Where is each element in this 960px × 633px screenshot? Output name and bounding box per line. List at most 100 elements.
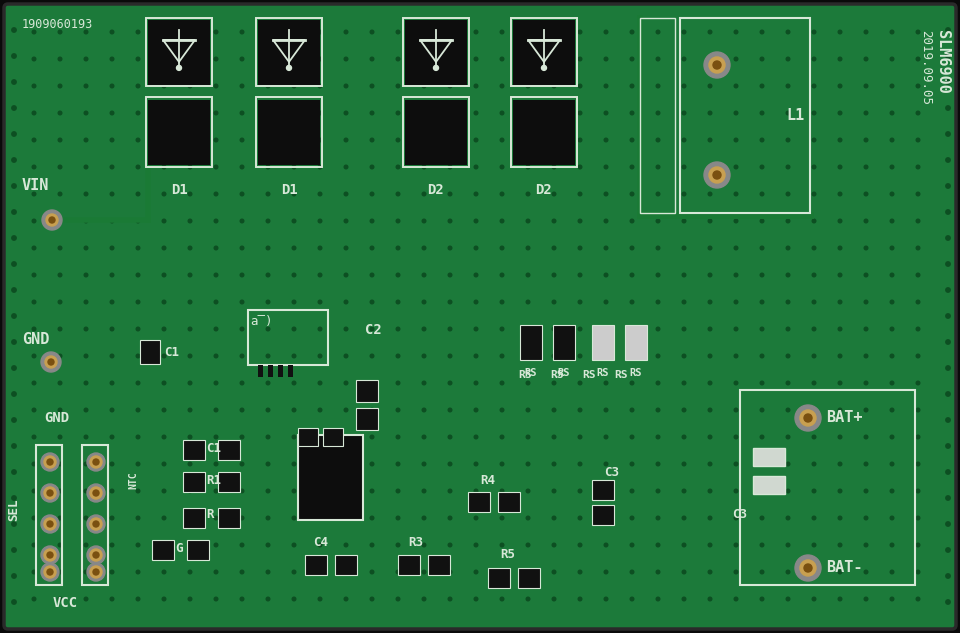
Circle shape	[500, 219, 504, 223]
Circle shape	[266, 354, 270, 358]
Circle shape	[345, 219, 348, 223]
Circle shape	[630, 219, 634, 223]
Bar	[248, 310, 328, 365]
Circle shape	[318, 381, 322, 385]
Circle shape	[552, 219, 556, 223]
Circle shape	[448, 436, 452, 439]
Circle shape	[838, 111, 842, 115]
Circle shape	[604, 246, 608, 250]
Circle shape	[890, 111, 894, 115]
Circle shape	[552, 300, 556, 304]
Circle shape	[552, 273, 556, 277]
Circle shape	[448, 462, 452, 466]
Circle shape	[240, 381, 244, 385]
Circle shape	[683, 300, 685, 304]
Circle shape	[812, 436, 816, 439]
Circle shape	[188, 165, 192, 169]
Circle shape	[93, 521, 99, 527]
Circle shape	[162, 462, 166, 466]
Circle shape	[240, 273, 244, 277]
Circle shape	[786, 30, 790, 34]
Circle shape	[708, 597, 711, 601]
Circle shape	[136, 489, 140, 493]
Circle shape	[448, 597, 452, 601]
Circle shape	[136, 354, 140, 358]
Circle shape	[422, 543, 426, 547]
Circle shape	[786, 516, 790, 520]
Circle shape	[162, 597, 166, 601]
Circle shape	[345, 84, 348, 88]
Circle shape	[371, 57, 373, 61]
Circle shape	[552, 570, 556, 573]
Circle shape	[214, 165, 218, 169]
Circle shape	[214, 219, 218, 223]
Circle shape	[552, 462, 556, 466]
Circle shape	[683, 273, 685, 277]
Circle shape	[240, 462, 244, 466]
Circle shape	[500, 570, 504, 573]
Circle shape	[33, 219, 36, 223]
Circle shape	[630, 516, 634, 520]
Circle shape	[162, 219, 166, 223]
Circle shape	[760, 192, 764, 196]
Circle shape	[240, 516, 244, 520]
Circle shape	[188, 327, 192, 331]
Circle shape	[136, 165, 140, 169]
Circle shape	[396, 111, 399, 115]
Circle shape	[474, 300, 478, 304]
Circle shape	[188, 516, 192, 520]
Circle shape	[890, 354, 894, 358]
Circle shape	[812, 327, 816, 331]
Circle shape	[709, 57, 725, 73]
Circle shape	[630, 327, 634, 331]
Circle shape	[500, 381, 504, 385]
Circle shape	[864, 597, 868, 601]
Circle shape	[760, 327, 764, 331]
Circle shape	[448, 30, 452, 34]
Bar	[468, 492, 490, 512]
Text: R: R	[206, 508, 213, 522]
Circle shape	[786, 597, 790, 601]
Bar	[740, 390, 915, 585]
Circle shape	[162, 138, 166, 142]
Bar	[183, 440, 205, 460]
Circle shape	[214, 516, 218, 520]
Circle shape	[946, 80, 950, 84]
Circle shape	[812, 489, 816, 493]
Circle shape	[214, 381, 218, 385]
Circle shape	[266, 408, 270, 412]
Circle shape	[708, 408, 711, 412]
Circle shape	[110, 111, 114, 115]
Circle shape	[474, 84, 478, 88]
Circle shape	[630, 408, 634, 412]
Circle shape	[474, 165, 478, 169]
Circle shape	[916, 246, 920, 250]
Circle shape	[734, 165, 738, 169]
Circle shape	[292, 597, 296, 601]
Text: VIN: VIN	[22, 177, 49, 192]
Circle shape	[734, 570, 738, 573]
Circle shape	[734, 111, 738, 115]
Circle shape	[946, 548, 950, 552]
Bar	[183, 472, 205, 492]
Bar	[592, 505, 614, 525]
Circle shape	[318, 165, 322, 169]
Circle shape	[708, 111, 711, 115]
Circle shape	[500, 30, 504, 34]
Circle shape	[318, 597, 322, 601]
Circle shape	[474, 381, 478, 385]
Circle shape	[47, 490, 53, 496]
Circle shape	[266, 111, 270, 115]
Circle shape	[526, 327, 530, 331]
Circle shape	[240, 138, 244, 142]
Circle shape	[578, 219, 582, 223]
Circle shape	[33, 300, 36, 304]
Circle shape	[422, 300, 426, 304]
Circle shape	[44, 456, 56, 468]
Circle shape	[396, 57, 399, 61]
Circle shape	[552, 354, 556, 358]
Circle shape	[12, 444, 16, 448]
Circle shape	[838, 381, 842, 385]
Circle shape	[396, 381, 399, 385]
Text: RS: RS	[614, 370, 628, 380]
